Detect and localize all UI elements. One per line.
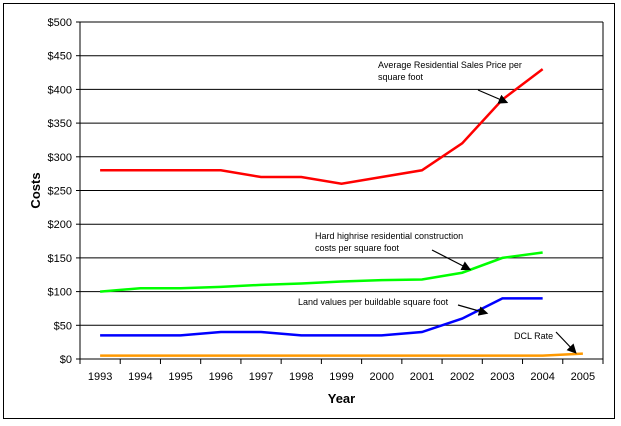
x-tick-label: 2005 xyxy=(571,371,595,383)
y-tick-label: $300 xyxy=(48,152,72,164)
x-tick-label: 1998 xyxy=(289,371,313,383)
y-axis-title: Costs xyxy=(28,172,43,208)
annotation-arrow xyxy=(457,304,489,316)
x-tick-label: 1999 xyxy=(329,371,353,383)
series-annotation-label: Land values per buildable square foot xyxy=(298,297,449,307)
y-tick-label: $450 xyxy=(48,51,72,63)
annotation-arrow xyxy=(477,89,509,104)
y-tick-label: $0 xyxy=(60,354,72,366)
y-tick-label: $50 xyxy=(54,320,72,332)
y-tick-label: $200 xyxy=(48,219,72,231)
series-annotation-label: costs per square foot xyxy=(315,243,400,253)
x-tick-label: 1995 xyxy=(168,371,192,383)
x-tick-label: 2004 xyxy=(530,371,554,383)
x-axis-title: Year xyxy=(328,391,355,406)
x-tick-label: 1993 xyxy=(88,371,112,383)
x-tick-label: 1996 xyxy=(209,371,233,383)
y-tick-label: $250 xyxy=(48,186,72,198)
series-line-1 xyxy=(100,251,543,293)
series-line-2 xyxy=(100,297,543,337)
series-annotation-label: Hard highrise residential construction xyxy=(315,231,463,241)
x-tick-label: 2001 xyxy=(410,371,434,383)
y-tick-label: $150 xyxy=(48,253,72,265)
y-tick-label: $100 xyxy=(48,287,72,299)
x-tick-label: 1997 xyxy=(249,371,273,383)
x-tick-label: 2002 xyxy=(450,371,474,383)
series-annotation-label: DCL Rate xyxy=(514,331,553,341)
chart-frame xyxy=(3,3,615,419)
y-tick-label: $500 xyxy=(48,17,72,29)
x-tick-label: 2000 xyxy=(369,371,393,383)
annotation-arrow xyxy=(431,249,472,271)
series-annotation-label: square foot xyxy=(378,72,424,82)
annotation-arrow xyxy=(555,331,577,354)
y-tick-label: $400 xyxy=(48,84,72,96)
x-tick-label: 1994 xyxy=(128,371,152,383)
y-tick-label: $350 xyxy=(48,118,72,130)
series-line-3 xyxy=(100,352,583,357)
x-tick-label: 2003 xyxy=(490,371,514,383)
series-annotation-label: Average Residential Sales Price per xyxy=(378,60,522,70)
series-line-0 xyxy=(100,68,544,186)
